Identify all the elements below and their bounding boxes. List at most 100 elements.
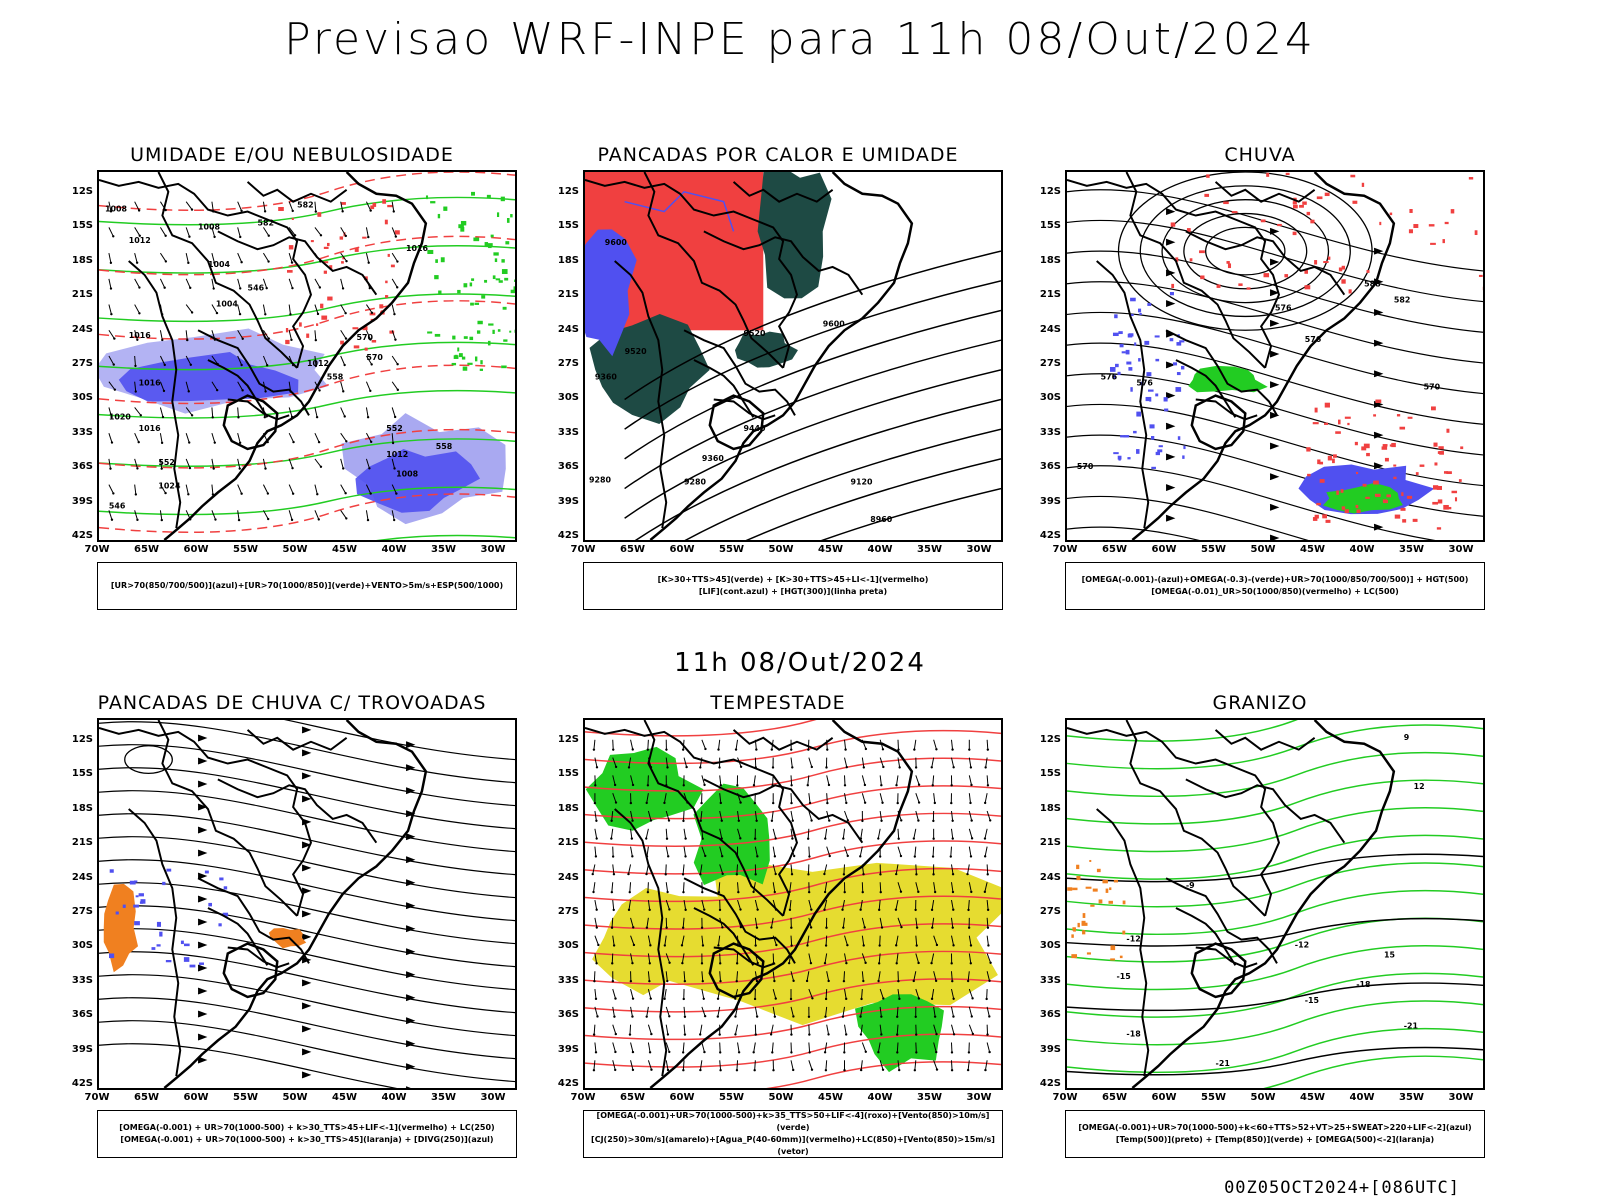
vector-head — [595, 908, 598, 911]
rain-speckle — [1285, 172, 1290, 176]
vector-head — [895, 872, 898, 876]
wind-vector — [807, 828, 810, 839]
vector-head — [610, 819, 613, 822]
wind-vector — [108, 510, 113, 520]
longitude-label: 70W — [84, 1092, 110, 1103]
vector-head — [717, 748, 720, 751]
wind-vector — [665, 899, 670, 910]
coastline — [1131, 720, 1396, 1088]
wind-vector — [288, 407, 293, 418]
moisture-speckle — [469, 282, 473, 287]
wind-vector — [897, 989, 900, 999]
vector-head — [752, 1051, 755, 1054]
contour-label: 570 — [1077, 462, 1094, 471]
wind-vector — [237, 355, 243, 366]
wind-vector — [950, 810, 954, 821]
vector-head — [898, 766, 901, 769]
vector-head — [164, 208, 167, 212]
map-area[interactable]: 9600 9520 9360 9600 9520 9440 9360 9280 9280 9120… — [583, 170, 1003, 542]
vector-head — [646, 784, 650, 787]
wind-vector — [933, 971, 937, 981]
vector-head — [862, 766, 866, 769]
vector-head — [811, 997, 814, 1000]
vector-head — [932, 819, 935, 823]
wind-vector — [340, 407, 346, 417]
rain-speckle — [1373, 414, 1377, 417]
map-area[interactable]: 1008 1008 1012 1016 1004 1004 1016 1012 1020 1016… — [97, 170, 517, 542]
wind-vector — [365, 227, 369, 238]
wind-vector — [365, 407, 369, 418]
wind-vector — [842, 899, 845, 910]
vector-head — [859, 908, 862, 911]
contour-label: 1020 — [109, 412, 132, 421]
vector-head — [701, 944, 705, 947]
vector-head — [213, 261, 216, 264]
latitude-label: 39S — [1039, 1043, 1061, 1055]
vector-head — [970, 837, 974, 840]
stream-arrow — [301, 864, 312, 872]
rain-speckle — [1299, 204, 1304, 208]
border-line — [207, 359, 269, 418]
divergence-speckle — [109, 953, 115, 959]
wind-vector — [825, 989, 828, 999]
vector-head — [342, 390, 345, 393]
wind-vector — [630, 1006, 633, 1017]
vector-head — [189, 363, 193, 366]
wind-vector — [340, 201, 344, 212]
vector-head — [369, 389, 372, 393]
vector-head — [137, 440, 140, 444]
stream-arrow — [301, 887, 312, 895]
wind-vector — [314, 201, 317, 212]
longitude-label: 40W — [867, 544, 893, 555]
vector-head — [345, 517, 348, 520]
wind-vector — [950, 935, 955, 946]
border-line — [713, 946, 776, 969]
longitude-label: 40W — [381, 544, 407, 555]
instability-speckle — [372, 202, 377, 207]
rain-speckle — [1338, 267, 1343, 272]
wind-vector — [735, 739, 739, 750]
longitude-label: 35W — [431, 544, 456, 555]
moisture-speckle — [467, 362, 473, 365]
stream-arrow — [405, 1040, 416, 1048]
stream-arrow — [1269, 473, 1280, 481]
wind-vector — [915, 793, 920, 803]
vector-head — [984, 766, 987, 769]
wind-vector — [391, 304, 395, 315]
vector-head — [721, 926, 724, 929]
vector-head — [845, 997, 848, 1001]
rain-speckle — [1292, 201, 1297, 205]
map-area[interactable] — [583, 718, 1003, 1090]
wind-vector — [630, 988, 634, 999]
map-svg — [99, 720, 515, 1088]
streamline — [284, 720, 515, 761]
contour-label: 1016 — [139, 424, 162, 433]
map-area[interactable] — [97, 718, 517, 1090]
rain-speckle — [1231, 211, 1238, 214]
border-line — [703, 230, 864, 296]
wind-vector — [772, 775, 774, 786]
contour-label: 9360 — [595, 373, 618, 382]
vector-head — [739, 908, 742, 911]
wind-vector — [665, 846, 669, 857]
rain-speckle — [1123, 435, 1130, 438]
latitude-label: 33S — [1039, 426, 1061, 438]
contour-label: 9600 — [605, 238, 628, 247]
vector-head — [109, 261, 113, 264]
vector-head — [345, 259, 348, 263]
map-area[interactable]: 588 582 576 570 576 570 576 576 — [1065, 170, 1485, 542]
border-line — [1125, 720, 1266, 917]
vector-head — [699, 1068, 702, 1072]
omega-speckle — [1119, 955, 1123, 959]
divergence-speckle — [218, 923, 222, 927]
stream-arrow — [197, 826, 208, 834]
contour-line — [1263, 1055, 1483, 1088]
wind-vector — [986, 739, 989, 750]
latitude-label: 18S — [71, 802, 93, 814]
rain-speckle — [1246, 287, 1251, 290]
rain-speckle — [1139, 312, 1142, 316]
stream-arrow — [1269, 411, 1280, 419]
instability-speckle — [362, 326, 368, 331]
map-area[interactable]: -9 -12 -15 -18 -21 -21 -15 -18 -12 9 12 15 — [1065, 718, 1485, 1090]
vector-head — [366, 416, 370, 419]
